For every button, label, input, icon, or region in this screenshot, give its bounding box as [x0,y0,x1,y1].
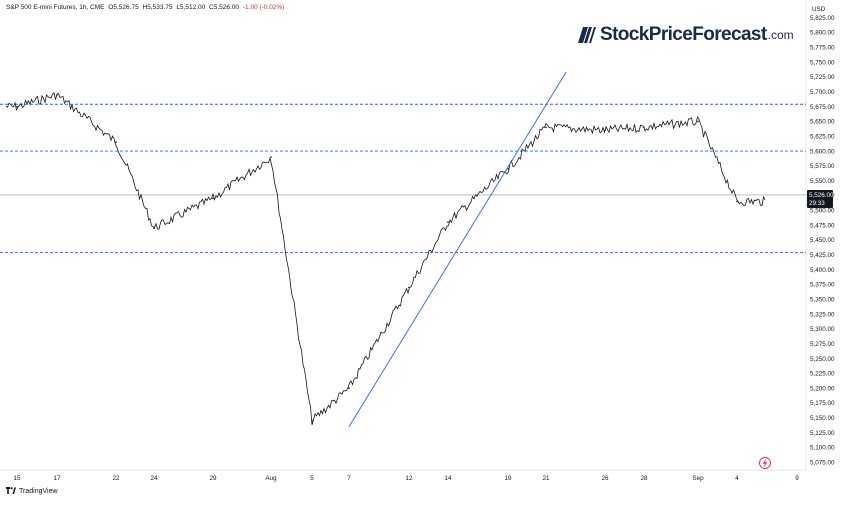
price-tick-label: 5,550.00 [810,178,835,185]
time-axis[interactable]: 15 17 22 24 29 Aug 5 7 12 14 19 21 26 28 Sep 4 9 [13,475,799,482]
price-tick-label: 5,100.00 [810,445,835,452]
price-point [697,120,699,123]
time-tick-label: 12 [405,475,413,482]
price-tick-label: 5,775.00 [810,45,835,52]
price-axis[interactable]: USD 5,825.00 5,800.00 5,775.00 5,750.00 5,725… [810,6,835,466]
price-tick-label: 5,800.00 [810,30,835,37]
time-tick-label: Sep [692,475,704,482]
price-tick-label: 5,150.00 [810,415,835,422]
currency-label: USD [812,6,826,13]
ohlc-change: -1.00 (-0.02%) [242,4,285,11]
price-point [545,126,547,129]
price-tick-label: 5,825.00 [810,15,835,22]
price-point [115,141,117,143]
logo-name: StockPriceForecast [600,24,767,45]
price-point [153,227,155,229]
time-tick-label: 17 [53,475,61,482]
price-tick-label: 5,175.00 [810,400,835,407]
time-tick-label: 22 [112,475,120,482]
price-point [16,105,18,108]
stockpriceforecast-logo: StockPriceForecast .com [576,22,794,48]
price-tick-label: 5,350.00 [810,296,835,303]
price-tick-label: 5,250.00 [810,356,835,363]
price-tick-label: 5,700.00 [810,89,835,96]
price-tick-label: 5,650.00 [810,119,835,126]
time-tick-label: Aug [265,475,277,482]
price-tick-label: 5,075.00 [810,459,835,466]
tradingview-footer[interactable]: TradingView [6,487,58,495]
price-tick-label: 5,675.00 [810,104,835,111]
tradingview-brand: TradingView [19,487,58,495]
price-point [736,200,738,203]
time-tick-label: 4 [735,475,739,482]
price-point [56,93,58,96]
price-point [643,126,645,129]
time-tick-label: 14 [444,475,452,482]
price-tick-label: 5,725.00 [810,74,835,81]
price-tick-label: 5,325.00 [810,311,835,318]
price-tick-label: 5,275.00 [810,341,835,348]
price-tick-label: 5,575.00 [810,163,835,170]
price-tick-label: 5,225.00 [810,371,835,378]
price-tick-label: 5,375.00 [810,282,835,289]
trendline-group[interactable] [348,72,567,427]
price-line [5,91,766,426]
price-tick-label: 5,425.00 [810,252,835,259]
price-point [408,286,410,289]
time-tick-label: 24 [150,475,158,482]
price-point [348,387,350,389]
price-tick-label: 5,475.00 [810,222,835,229]
price-point [447,221,449,224]
price-tick-label: 5,750.00 [810,59,835,66]
logo-tld: .com [767,28,794,42]
lightning-icon[interactable] [759,457,771,469]
ohlc-close: C5,526.00 [209,4,240,11]
logo-bars-icon [578,27,596,43]
price-point [311,419,313,422]
price-tick-label: 5,600.00 [810,148,835,155]
time-tick-label: 21 [542,475,550,482]
price-tick-label: 5,500.00 [810,208,835,215]
symbol-header: S&P 500 E-mini Futures, 1h, CME O5,526.7… [6,4,286,11]
price-tick-label: 5,125.00 [810,430,835,437]
time-tick-label: 15 [13,475,21,482]
price-tick-label: 5,300.00 [810,326,835,333]
support-trendline[interactable] [348,72,567,427]
ohlc-open: O5,526.75 [108,4,139,11]
bar-countdown: 29:33 [809,200,825,207]
level-lines [0,103,806,253]
price-point [212,197,214,200]
price-point [270,156,272,158]
time-tick-label: 28 [640,475,648,482]
tradingview-logo-icon [6,487,16,494]
time-tick-label: 19 [504,475,512,482]
time-tick-label: 9 [795,475,799,482]
time-tick-label: 26 [601,475,609,482]
last-price-value: 5,526.00 [809,192,834,199]
price-series [5,91,766,426]
time-tick-label: 5 [310,475,314,482]
price-tick-label: 5,200.00 [810,385,835,392]
time-tick-label: 7 [347,475,351,482]
symbol-title: S&P 500 E-mini Futures, 1h, CME [6,4,105,11]
price-tick-label: 5,625.00 [810,133,835,140]
last-price-tag-box [807,189,833,208]
ohlc-low: L5,512.00 [176,4,206,11]
price-point [604,129,606,132]
price-tick-label: 5,450.00 [810,237,835,244]
ohlc-high: H5,533.75 [142,4,173,11]
price-tick-label: 5,400.00 [810,267,835,274]
time-tick-label: 29 [209,475,217,482]
